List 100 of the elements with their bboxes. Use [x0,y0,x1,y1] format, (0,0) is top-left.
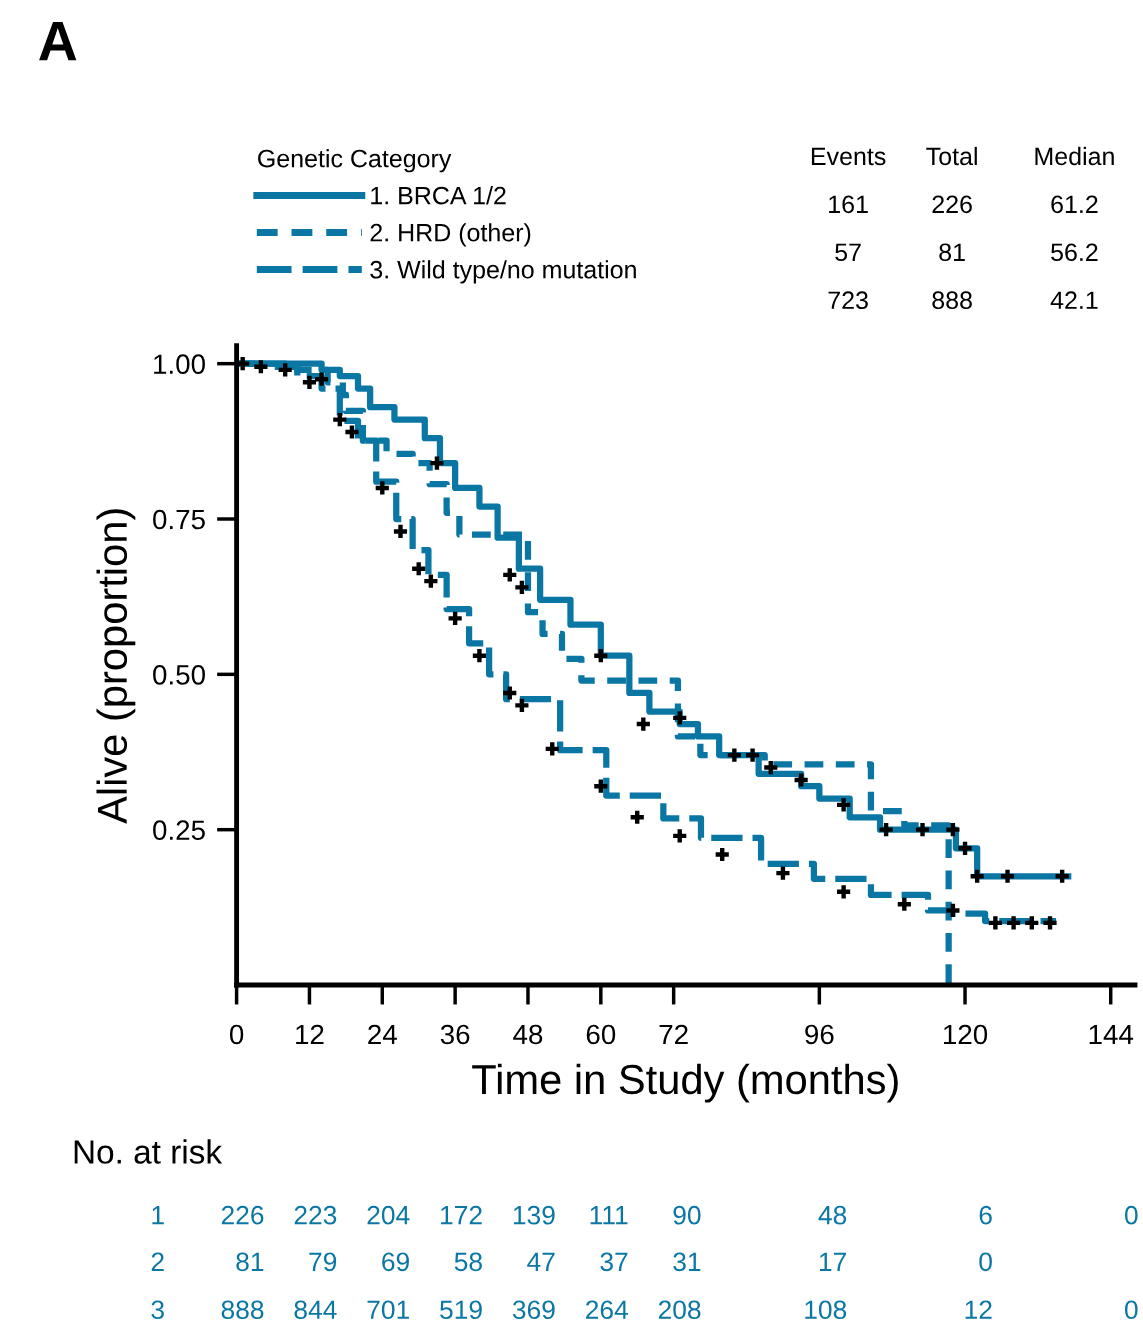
text: 888 [221,1300,264,1320]
point [897,897,911,911]
point [515,698,529,712]
text: 161 [829,195,868,214]
y-tick-label: 1.00 [154,354,205,375]
point [915,823,930,837]
point [594,779,608,793]
legend-label: 1. BRCA 1/2 [371,186,506,205]
point [879,823,893,837]
x-tick-label: 12 [296,1024,324,1045]
point [472,649,486,663]
text: 701 [367,1300,409,1320]
point [545,742,559,756]
text: 12 [965,1300,992,1319]
point [1000,869,1015,883]
text: 0 [1125,1205,1138,1225]
text: 17 [819,1252,846,1271]
x-tick-label: 60 [586,1024,616,1045]
text: 226 [221,1205,264,1225]
text: 79 [309,1252,337,1272]
text: 61.2 [1051,195,1098,214]
point [776,866,790,880]
x-tick-label: 24 [368,1024,397,1045]
x-axis-title: Time in Study (months) [472,1063,898,1103]
text: 139 [513,1205,555,1225]
point [503,568,517,582]
point [946,903,960,918]
text: Events [811,147,886,166]
point [727,748,741,762]
legend-label: 2. HRD (other) [370,223,531,247]
point [503,686,517,700]
text: 723 [828,291,868,310]
text: 844 [294,1300,337,1320]
text: 31 [673,1252,701,1272]
text: 0 [979,1252,992,1272]
point [412,562,426,576]
text: 3 [151,1300,164,1320]
y-tick-label: 0.25 [153,820,205,841]
text: 519 [440,1300,482,1320]
text: 2 [151,1252,164,1271]
text: 58 [454,1252,482,1272]
point [515,580,529,594]
text: 57 [835,243,861,262]
text: Total [926,146,977,166]
point [1007,916,1021,930]
text: A [39,22,77,61]
point [345,425,359,439]
text: No. at risk [74,1139,223,1164]
point [673,829,687,843]
text: 81 [236,1252,264,1272]
text: 56.2 [1051,243,1098,262]
x-tick-label: 48 [513,1024,543,1045]
text: 888 [932,291,972,310]
point [794,773,808,787]
x-tick-label: 120 [943,1024,988,1045]
point [1055,869,1069,883]
legend-title: Genetic Category [258,149,452,173]
point [302,375,317,389]
point [375,481,389,495]
point [715,847,729,862]
point [988,916,1002,930]
point [764,760,778,775]
text: 81 [939,243,965,262]
x-tick-label: 36 [440,1024,470,1045]
point [1043,916,1057,930]
point [673,711,687,725]
point [254,360,268,374]
text: 0 [1125,1300,1138,1320]
y-axis-title: Alive (proportion) [96,509,136,824]
text: 208 [658,1300,701,1320]
text: 48 [818,1205,847,1225]
point [393,524,408,539]
text: Median [1035,146,1114,166]
text: 264 [586,1300,628,1320]
legend-label: 3. Wild type/no mutation [370,260,636,284]
text: 42.1 [1050,291,1098,309]
text: 6 [979,1205,992,1225]
point [970,869,984,883]
point [958,841,972,855]
text: 1 [152,1206,164,1225]
point [594,649,608,663]
point [630,810,644,824]
x-tick-label: 144 [1089,1024,1134,1045]
text: 108 [805,1300,847,1320]
point [315,372,329,386]
x-tick-label: 96 [805,1024,834,1045]
text: 47 [527,1252,555,1271]
text: 90 [673,1205,701,1225]
point [946,823,960,837]
text: 111 [590,1206,628,1225]
text: 69 [382,1252,409,1272]
point [333,413,347,427]
point [636,717,650,731]
point [448,611,462,626]
text: 226 [932,195,972,214]
x-tick-label: 0 [229,1024,244,1045]
point [837,885,851,899]
point [424,574,438,588]
text: 223 [294,1205,337,1225]
point [745,748,760,762]
